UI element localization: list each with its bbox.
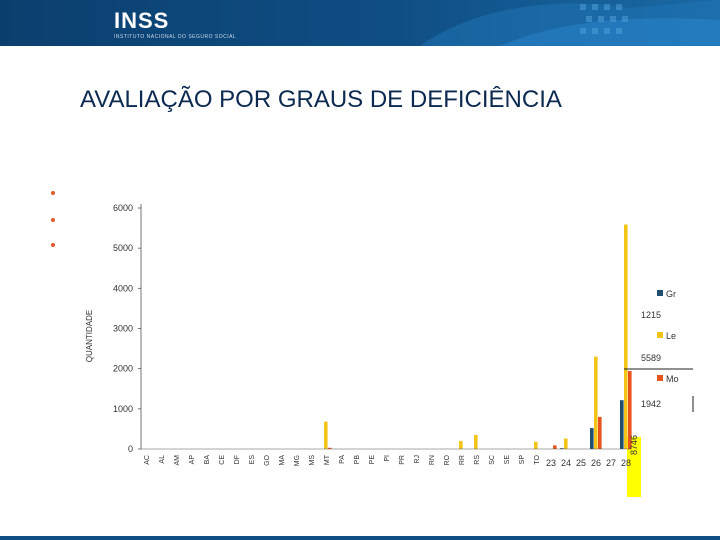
x-tick-label: PB (354, 455, 361, 465)
x-tick-label: 23 (546, 458, 556, 468)
y-tick-label: 1000 (113, 404, 133, 414)
x-tick-label: MG (294, 455, 301, 466)
legend-total: 5589 (641, 353, 661, 363)
bullet-dot (51, 191, 55, 195)
bullet-dot (51, 243, 55, 247)
y-tick-label: 3000 (113, 324, 133, 334)
bar-gr (560, 448, 564, 449)
x-tick-label: AM (174, 455, 181, 466)
bar-le (459, 440, 463, 449)
legend-swatch-gr (657, 290, 663, 296)
x-tick-label: SP (519, 455, 526, 465)
x-tick-label: RS (474, 455, 481, 465)
x-tick-label: MS (309, 455, 316, 466)
bar-mo (553, 445, 557, 449)
x-tick-label: AP (189, 455, 196, 465)
x-tick-label: RN (429, 455, 436, 465)
x-tick-label: BA (204, 455, 211, 465)
bar-mo (628, 370, 632, 449)
x-tick-label: MT (324, 454, 331, 465)
bar-le (594, 356, 598, 449)
x-tick-label: PI (384, 455, 391, 462)
x-tick-label: RR (459, 455, 466, 465)
y-tick-label: 2000 (113, 364, 133, 374)
y-tick-label: 6000 (113, 203, 133, 213)
y-tick-label: 0 (128, 444, 133, 454)
x-tick-label: AL (159, 455, 166, 464)
bar-le (474, 434, 478, 449)
x-tick-label: SE (504, 455, 511, 465)
x-tick-label: PA (339, 455, 346, 464)
x-tick-label: 24 (561, 458, 571, 468)
x-tick-label: DF (234, 455, 241, 464)
x-tick-label: RJ (414, 455, 421, 464)
legend-swatch-mo (657, 375, 663, 381)
legend-swatch-le (657, 332, 663, 338)
bar-le (534, 441, 538, 449)
annotation-highlight (627, 437, 641, 497)
legend-label: Mo (666, 374, 679, 384)
logo-tagline: INSTITUTO NACIONAL DO SEGURO SOCIAL (114, 34, 237, 40)
x-tick-label: AC (144, 455, 151, 465)
x-tick-label: 28 (621, 458, 631, 468)
bar-mo (328, 447, 332, 449)
bar-gr (590, 428, 594, 449)
slide-title: AVALIAÇÃO POR GRAUS DE DEFICIÊNCIA (80, 86, 562, 113)
annotation-label: 8746 (629, 435, 639, 455)
x-tick-label: SC (489, 455, 496, 465)
y-tick-label: 5000 (113, 243, 133, 253)
bar-le (564, 438, 568, 449)
x-tick-label: GO (264, 454, 271, 465)
x-tick-label: TO (534, 454, 541, 464)
y-axis-label: QUANTIDADE (85, 310, 94, 362)
header-bar: INSS INSTITUTO NACIONAL DO SEGURO SOCIAL (0, 0, 720, 46)
x-tick-label: 25 (576, 458, 586, 468)
x-tick-label: CE (219, 455, 226, 465)
footer-rule (0, 536, 720, 540)
bar-le (324, 421, 328, 449)
legend-total: 1942 (641, 399, 661, 409)
legend-label: Gr (666, 289, 676, 299)
x-tick-label: RO (444, 454, 451, 465)
bar-mo (598, 416, 602, 449)
inss-logo: INSS (114, 8, 170, 33)
legend-label: Le (666, 331, 676, 341)
bar-gr (620, 400, 624, 449)
x-tick-label: 27 (606, 458, 616, 468)
y-tick-label: 4000 (113, 283, 133, 293)
legend-total: 1215 (641, 310, 661, 320)
x-tick-label: PE (369, 455, 376, 465)
x-tick-label: PR (399, 455, 406, 465)
bullet-dot (51, 218, 55, 222)
x-tick-label: MA (279, 455, 286, 466)
x-tick-label: ES (249, 455, 256, 465)
bar-le (624, 224, 628, 449)
x-tick-label: 26 (591, 458, 601, 468)
header-decoration (420, 0, 720, 46)
